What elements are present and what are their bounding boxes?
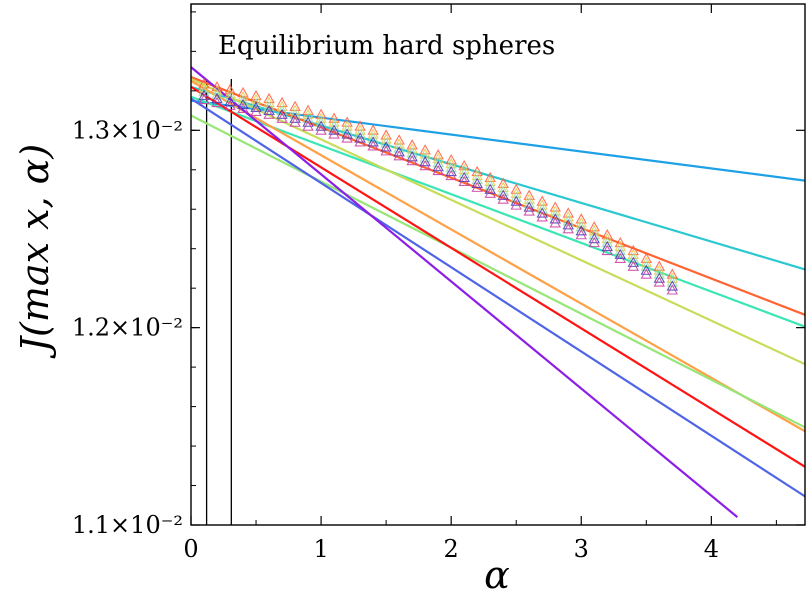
marker-s3-19 [445,165,457,177]
marker-s3-1 [211,92,223,104]
marker-s4-33 [627,260,640,271]
data-markers [198,77,679,295]
marker-s3-5 [263,104,275,115]
marker-s3-12 [354,132,366,143]
marker-s4-25 [523,205,535,216]
marker-s3-32 [614,248,627,260]
y-tick-label-0: 1.1×10⁻² [72,511,183,539]
marker-s4-1 [211,96,223,108]
marker-s4-11 [341,132,353,143]
marker-s4-26 [536,211,548,222]
axis-ticks: 0 1 2 3 4 1.1×10⁻² 1.2×10⁻² 1.3×10⁻² [72,4,805,563]
x-tick-label-1: 1 [313,535,328,563]
marker-s4-17 [419,159,431,171]
marker-s4-18 [432,164,444,176]
vertical-lines [205,78,232,525]
marker-s3-25 [523,201,535,212]
x-tick-label-0: 0 [183,535,198,563]
marker-s3-22 [484,183,496,194]
marker-s4-19 [445,169,457,181]
marker-s4-3 [237,102,249,113]
marker-s4-7 [289,116,301,127]
marker-s4-32 [614,252,627,263]
marker-s4-5 [263,108,275,119]
marker-s3-33 [627,256,640,267]
marker-s3-30 [588,232,600,244]
marker-s4-31 [601,244,614,256]
marker-s3-27 [549,213,561,224]
marker-s4-9 [315,124,327,135]
fit-line-2 [191,95,805,328]
marker-s3-20 [458,171,470,183]
chart-title: Equilibrium hard spheres [218,31,555,61]
marker-s3-8 [302,116,314,127]
fit-line-9 [191,66,739,518]
marker-s4-13 [367,140,379,151]
marker-s4-30 [588,236,600,248]
marker-s3-17 [419,155,431,167]
marker-s4-16 [406,154,418,166]
marker-s4-6 [276,112,288,123]
marker-s3-16 [406,151,418,162]
marker-s4-22 [484,187,496,198]
marker-s3-3 [237,98,249,110]
marker-s3-26 [536,207,548,218]
marker-s3-31 [601,240,614,252]
marker-s3-15 [393,146,405,157]
marker-s3-28 [562,219,574,230]
marker-s3-11 [341,128,353,139]
marker-s3-2 [224,95,236,107]
marker-s4-8 [302,120,314,131]
marker-s4-23 [497,193,509,204]
marker-s3-0 [198,89,210,101]
marker-s3-6 [276,108,288,119]
fit-line-5 [191,80,805,433]
x-tick-label-2: 2 [444,535,459,563]
marker-s3-34 [640,264,653,275]
marker-s4-0 [198,93,210,105]
marker-s4-20 [458,175,470,187]
x-tick-label-3: 3 [574,535,589,563]
marker-s4-35 [653,276,666,287]
marker-s3-7 [289,112,301,123]
marker-s4-24 [510,199,522,210]
marker-s4-2 [224,99,236,111]
marker-s4-15 [393,150,405,161]
marker-s3-10 [328,124,340,135]
plot-frame [190,3,806,526]
marker-s3-9 [315,120,327,131]
marker-s4-12 [354,136,366,147]
y-tick-label-2: 1.3×10⁻² [72,116,183,144]
marker-s3-29 [575,225,587,236]
marker-s4-29 [575,228,587,240]
marker-s3-36 [666,280,679,291]
marker-s4-4 [250,105,262,116]
marker-s4-36 [666,284,679,295]
fit-line-6 [191,114,805,429]
plot-background [191,4,805,525]
marker-s3-24 [510,195,522,206]
fit-line-8 [191,97,805,498]
marker-s4-10 [328,128,340,139]
marker-s3-21 [471,177,483,188]
marker-s3-18 [432,160,444,172]
marker-s4-14 [380,145,392,156]
marker-s3-13 [367,136,379,147]
marker-s3-14 [380,141,392,152]
marker-s4-21 [471,181,483,192]
x-axis-label: α [484,553,510,594]
marker-s3-23 [497,189,509,200]
marker-s4-34 [640,268,653,279]
marker-s4-28 [562,223,574,234]
marker-s3-35 [653,272,666,283]
x-tick-label-4: 4 [704,535,719,563]
marker-s3-4 [250,101,262,112]
y-tick-label-1: 1.2×10⁻² [72,314,183,342]
y-axis-label: J(max x, α) [13,144,57,359]
marker-s4-27 [549,217,561,228]
